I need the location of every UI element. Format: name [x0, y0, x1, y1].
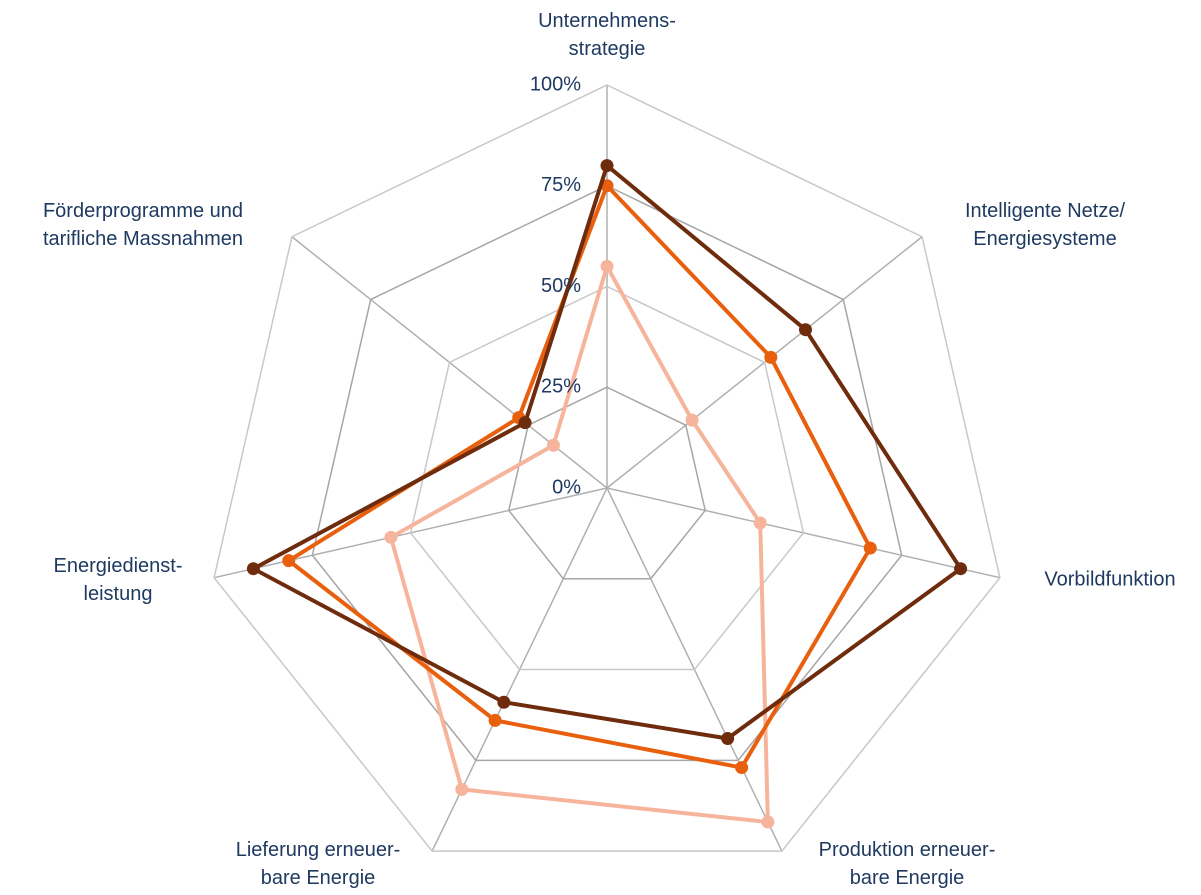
data-point: [455, 782, 469, 796]
data-point: [518, 416, 532, 430]
grid-ring: [409, 285, 805, 671]
series-line: [388, 264, 770, 825]
data-point: [600, 259, 614, 273]
y-tick-label: 100%: [530, 73, 581, 95]
data-point: [384, 530, 398, 544]
grid-ring: [507, 386, 707, 580]
data-point: [721, 732, 735, 746]
data-point: [600, 159, 614, 173]
data-point: [488, 713, 502, 727]
category-label: Intelligente Netze/Energiesysteme: [965, 200, 1126, 250]
category-label: Energiedienst-leistung: [54, 555, 183, 605]
data-point: [863, 541, 877, 555]
data-point: [735, 761, 749, 775]
category-label: Förderprogramme und tarifliche Massnahmen: [43, 200, 243, 250]
data-point: [685, 413, 699, 427]
data-point: [497, 695, 511, 709]
y-tick-label: 50%: [541, 275, 581, 297]
category-label: Produktion erneuer-bare Energie: [819, 839, 996, 889]
grid-ring: [213, 84, 1001, 852]
data-point: [798, 323, 812, 337]
category-label: Lieferung erneuer-bare Energie: [236, 839, 401, 889]
data-point: [546, 438, 560, 452]
grid-ring: [311, 184, 903, 762]
y-tick-label: 75%: [541, 174, 581, 196]
data-point: [282, 554, 296, 568]
data-point: [761, 815, 775, 829]
series-line: [251, 163, 963, 741]
data-point: [764, 350, 778, 364]
data-point: [753, 516, 767, 530]
data-point: [954, 562, 968, 576]
y-tick-label: 25%: [541, 376, 581, 398]
y-tick-label: 0%: [552, 476, 581, 498]
category-label: Unternehmens-strategie: [538, 10, 676, 60]
data-point: [246, 562, 260, 576]
data-point: [600, 179, 614, 193]
category-label: Vorbildfunktion: [1044, 568, 1175, 590]
series-line: [286, 183, 873, 770]
